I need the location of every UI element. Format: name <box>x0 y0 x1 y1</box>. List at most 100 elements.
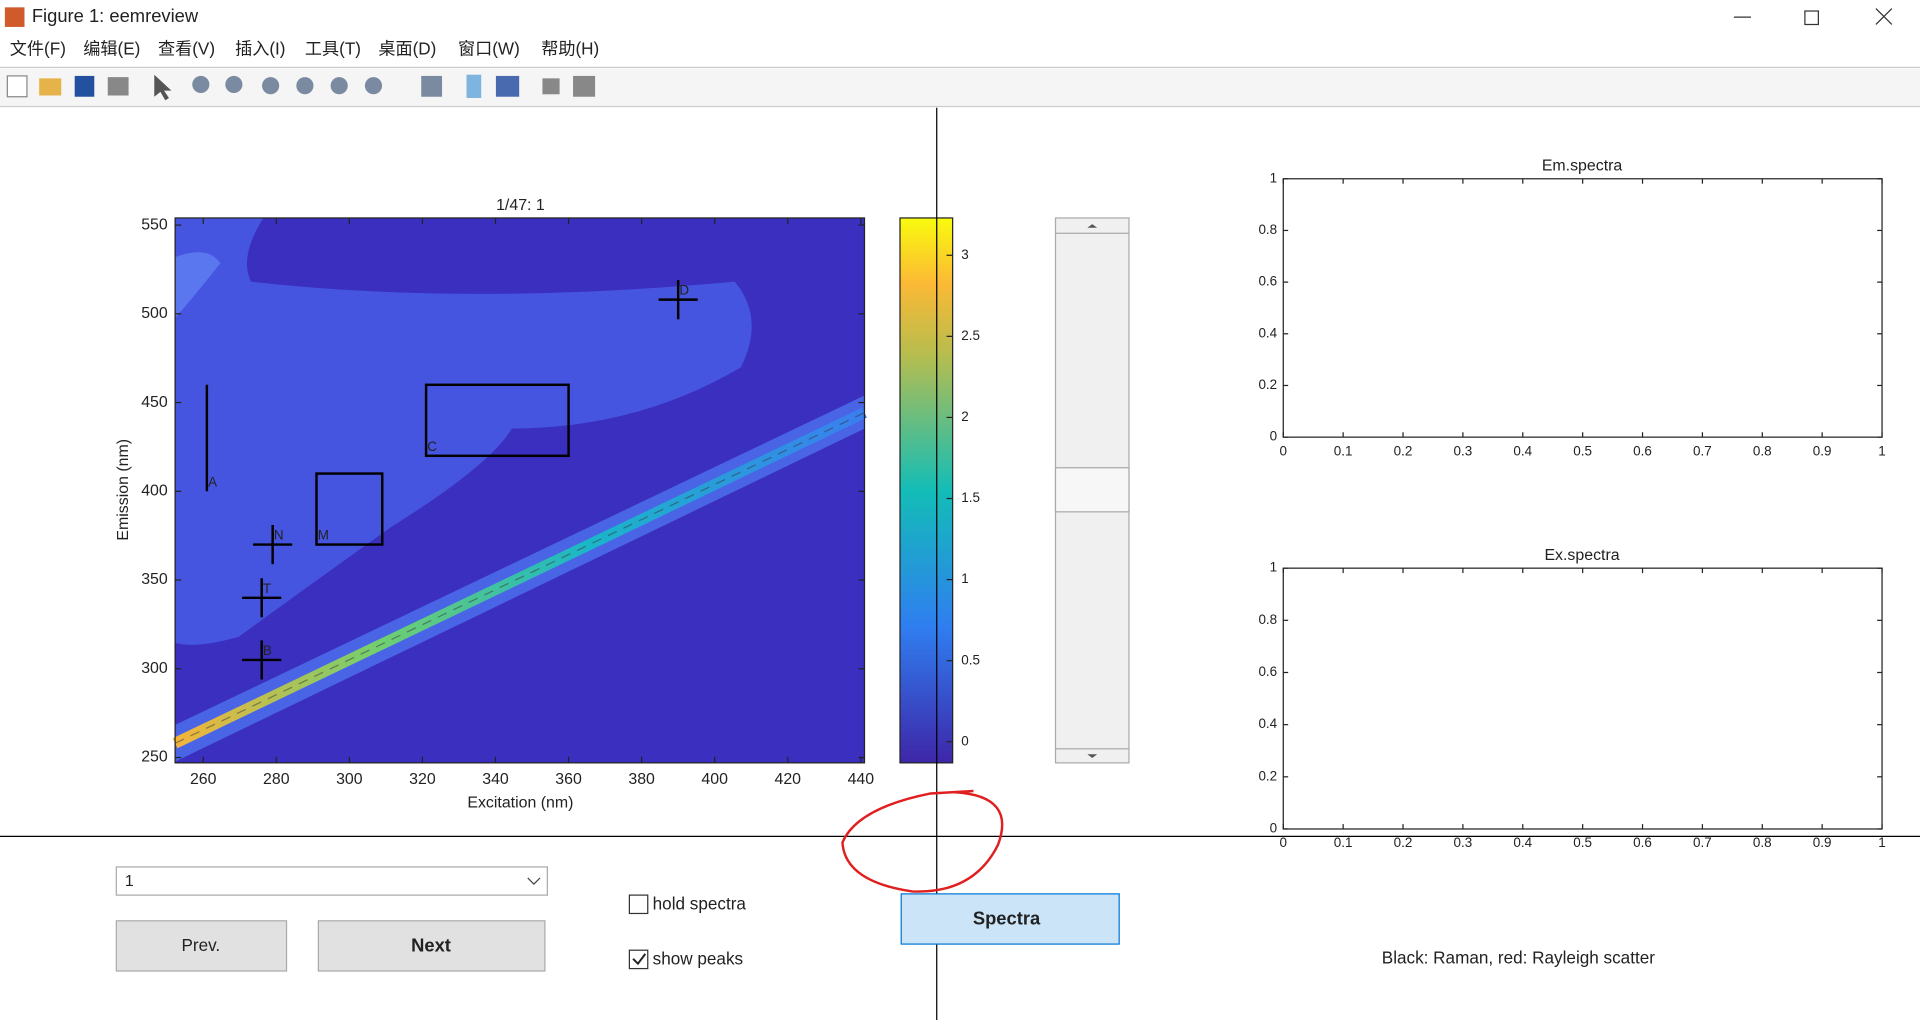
menu-item[interactable]: 帮助(H) <box>541 39 599 59</box>
menu-item[interactable]: 桌面(D) <box>378 39 436 59</box>
x-tick-label: 0.3 <box>1454 835 1473 850</box>
menu-item[interactable]: 文件(F) <box>10 39 66 59</box>
y-tick-label: 0.6 <box>1258 664 1277 679</box>
peak-cross <box>253 524 293 565</box>
ex-title: Ex.spectra <box>1544 547 1619 564</box>
title-bar <box>0 0 1920 35</box>
y-tick-label: 0.8 <box>1258 222 1277 237</box>
colorbar-tick-label: 1.5 <box>961 490 980 505</box>
next-label: Next <box>411 934 451 955</box>
scatter-band-edge <box>174 412 865 744</box>
contour-level-1 <box>175 217 752 645</box>
colorbar <box>899 217 954 764</box>
y-tick-label: 0 <box>1270 821 1277 836</box>
x-tick-label: 0.4 <box>1513 835 1532 850</box>
y-tick-label: 0.2 <box>1258 768 1277 783</box>
y-tick-label: 550 <box>141 216 168 233</box>
dropdown-value: 1 <box>125 873 134 890</box>
peak-label: M <box>318 528 329 543</box>
peaks-label: show peaks <box>653 949 743 969</box>
toolbar <box>0 68 1920 107</box>
peak-box <box>315 472 384 546</box>
peak-label: N <box>274 528 284 543</box>
x-tick-label: 0 <box>1280 835 1287 850</box>
next-button[interactable] <box>317 920 546 972</box>
x-tick-label: 400 <box>701 771 728 788</box>
menu-item[interactable]: 窗口(W) <box>458 39 520 59</box>
x-tick-label: 1 <box>1878 835 1885 850</box>
peak-label: B <box>263 643 272 658</box>
x-tick-label: 0.9 <box>1813 443 1832 458</box>
y-tick-label: 350 <box>141 571 168 588</box>
x-tick-label: 0.9 <box>1813 835 1832 850</box>
x-tick-label: 0.6 <box>1633 443 1652 458</box>
y-tick-label: 450 <box>141 394 168 411</box>
x-tick-label: 0.2 <box>1394 835 1413 850</box>
restore[interactable] <box>1804 10 1819 26</box>
x-tick-label: 0.3 <box>1454 443 1473 458</box>
contour-plot <box>172 217 867 763</box>
x-tick-label: 0 <box>1280 443 1287 458</box>
menu-item[interactable]: 编辑(E) <box>83 39 140 59</box>
y-tick-label: 1 <box>1270 170 1277 185</box>
peaks-checkbox[interactable] <box>628 949 649 970</box>
y-tick-label: 0.4 <box>1258 325 1277 340</box>
y-tick-label: 0 <box>1270 429 1277 444</box>
menu-bar: 文件(F) 编辑(E) 查看(V) 插入(I) 工具(T) 桌面(D) 窗口(W) 帮助(H) <box>10 39 599 59</box>
x-tick-label: 1 <box>1878 443 1885 458</box>
x-tick-label: 360 <box>555 771 582 788</box>
peak-label: A <box>208 474 217 489</box>
hold-checkbox[interactable] <box>628 894 649 915</box>
x-tick-label: 0.2 <box>1394 443 1413 458</box>
x-tick-label: 260 <box>190 771 217 788</box>
x-tick-label: 300 <box>336 771 363 788</box>
prev-button[interactable] <box>115 920 288 972</box>
y-tick-label: 300 <box>141 660 168 677</box>
y-tick-label: 0.4 <box>1258 716 1277 731</box>
menu-item[interactable]: 插入(I) <box>235 39 285 59</box>
y-tick-label: 250 <box>141 749 168 766</box>
slider-thumb[interactable] <box>1054 467 1130 513</box>
peak-cross <box>658 280 698 320</box>
annotation-circle <box>841 789 1004 893</box>
dropdown[interactable] <box>115 866 548 896</box>
menu-item[interactable]: 查看(V) <box>158 39 215 59</box>
x-tick-label: 0.6 <box>1633 835 1652 850</box>
x-tick-label: 0.5 <box>1573 835 1592 850</box>
toolbar-icons <box>6 74 596 101</box>
y-tick-label: 0.2 <box>1258 377 1277 392</box>
x-tick-label: 0.5 <box>1573 443 1592 458</box>
y-tick-label: 1 <box>1270 560 1277 575</box>
peak-label: C <box>427 439 437 454</box>
menu-item[interactable]: 工具(T) <box>305 39 361 59</box>
plot-title: 1/47: 1 <box>496 197 545 214</box>
y-tick-label: 0.6 <box>1258 274 1277 289</box>
peak-cross <box>242 578 282 618</box>
spectra-button[interactable] <box>900 893 1120 945</box>
window-title: Figure 1: eemreview <box>32 5 199 26</box>
close[interactable] <box>1875 8 1893 25</box>
colorbar-tick-label: 0 <box>961 733 968 748</box>
y-tick-label: 0.8 <box>1258 612 1277 627</box>
x-tick-label: 0.1 <box>1334 835 1353 850</box>
spectra-label: Spectra <box>973 907 1041 928</box>
x-tick-label: 0.8 <box>1753 835 1772 850</box>
peak-label: T <box>263 581 271 596</box>
colorbar-tick-label: 3 <box>961 247 968 262</box>
x-tick-label: 0.1 <box>1334 443 1353 458</box>
y-tick-label: 500 <box>141 305 168 322</box>
colorbar-tick-label: 1 <box>961 571 968 586</box>
peak-label: D <box>679 283 689 298</box>
x-tick-label: 0.7 <box>1693 835 1712 850</box>
dropdown-arrow <box>527 877 541 885</box>
em-axes <box>1282 178 1883 438</box>
x-tick-label: 280 <box>263 771 290 788</box>
hold-label: hold spectra <box>653 893 747 913</box>
x-tick-label: 0.4 <box>1513 443 1532 458</box>
x-tick-label: 440 <box>848 771 875 788</box>
contour-level-2 <box>175 252 221 319</box>
ex-axes <box>1282 567 1883 830</box>
em-title: Em.spectra <box>1542 158 1623 175</box>
x-tick-label: 380 <box>628 771 655 788</box>
x-tick-label: 420 <box>774 771 801 788</box>
